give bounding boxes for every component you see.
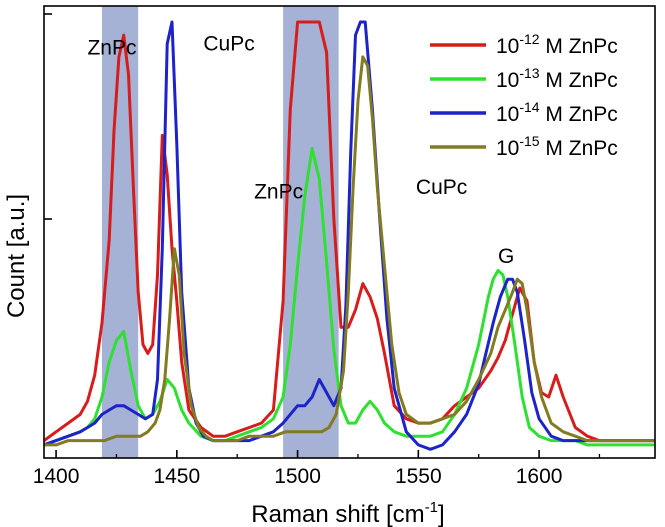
plot-frame — [43, 5, 656, 459]
peak-label: ZnPc — [87, 37, 136, 60]
x-tick-label: 1600 — [516, 465, 563, 488]
y-axis-ticks — [44, 13, 52, 220]
series-line-2 — [44, 146, 655, 447]
peak-label: ZnPc — [254, 181, 303, 204]
legend-entry: 10-13 M ZnPc — [496, 65, 618, 92]
series-line-4 — [44, 55, 655, 447]
peak-label: CuPc — [416, 176, 467, 199]
x-tick-label: 1500 — [274, 465, 321, 488]
highlight-band-2 — [283, 6, 339, 458]
x-axis-ticks: 1400 1450 1500 1550 1600 — [33, 450, 601, 488]
x-tick-label: 1400 — [33, 465, 80, 488]
peak-label: G — [498, 245, 514, 268]
peak-annotations: ZnPc CuPc ZnPc CuPc G — [87, 32, 514, 268]
x-tick-label: 1550 — [395, 465, 442, 488]
legend-entry: 10-15 M ZnPc — [496, 133, 618, 160]
legend-entry: 10-12 M ZnPc — [496, 31, 618, 58]
y-axis-title: Count [a.u.] — [3, 194, 30, 318]
legend-entry: 10-14 M ZnPc — [496, 99, 618, 126]
highlight-band-1 — [101, 6, 139, 458]
peak-label: CuPc — [203, 32, 254, 55]
series-layer — [44, 20, 655, 451]
series-line-3 — [44, 20, 655, 451]
x-axis-title: Raman shift [cm-1] — [251, 499, 444, 527]
x-tick-label: 1450 — [153, 465, 200, 488]
legend: 10-12 M ZnPc 10-13 M ZnPc 10-14 M ZnPc 10-1… — [430, 31, 618, 160]
